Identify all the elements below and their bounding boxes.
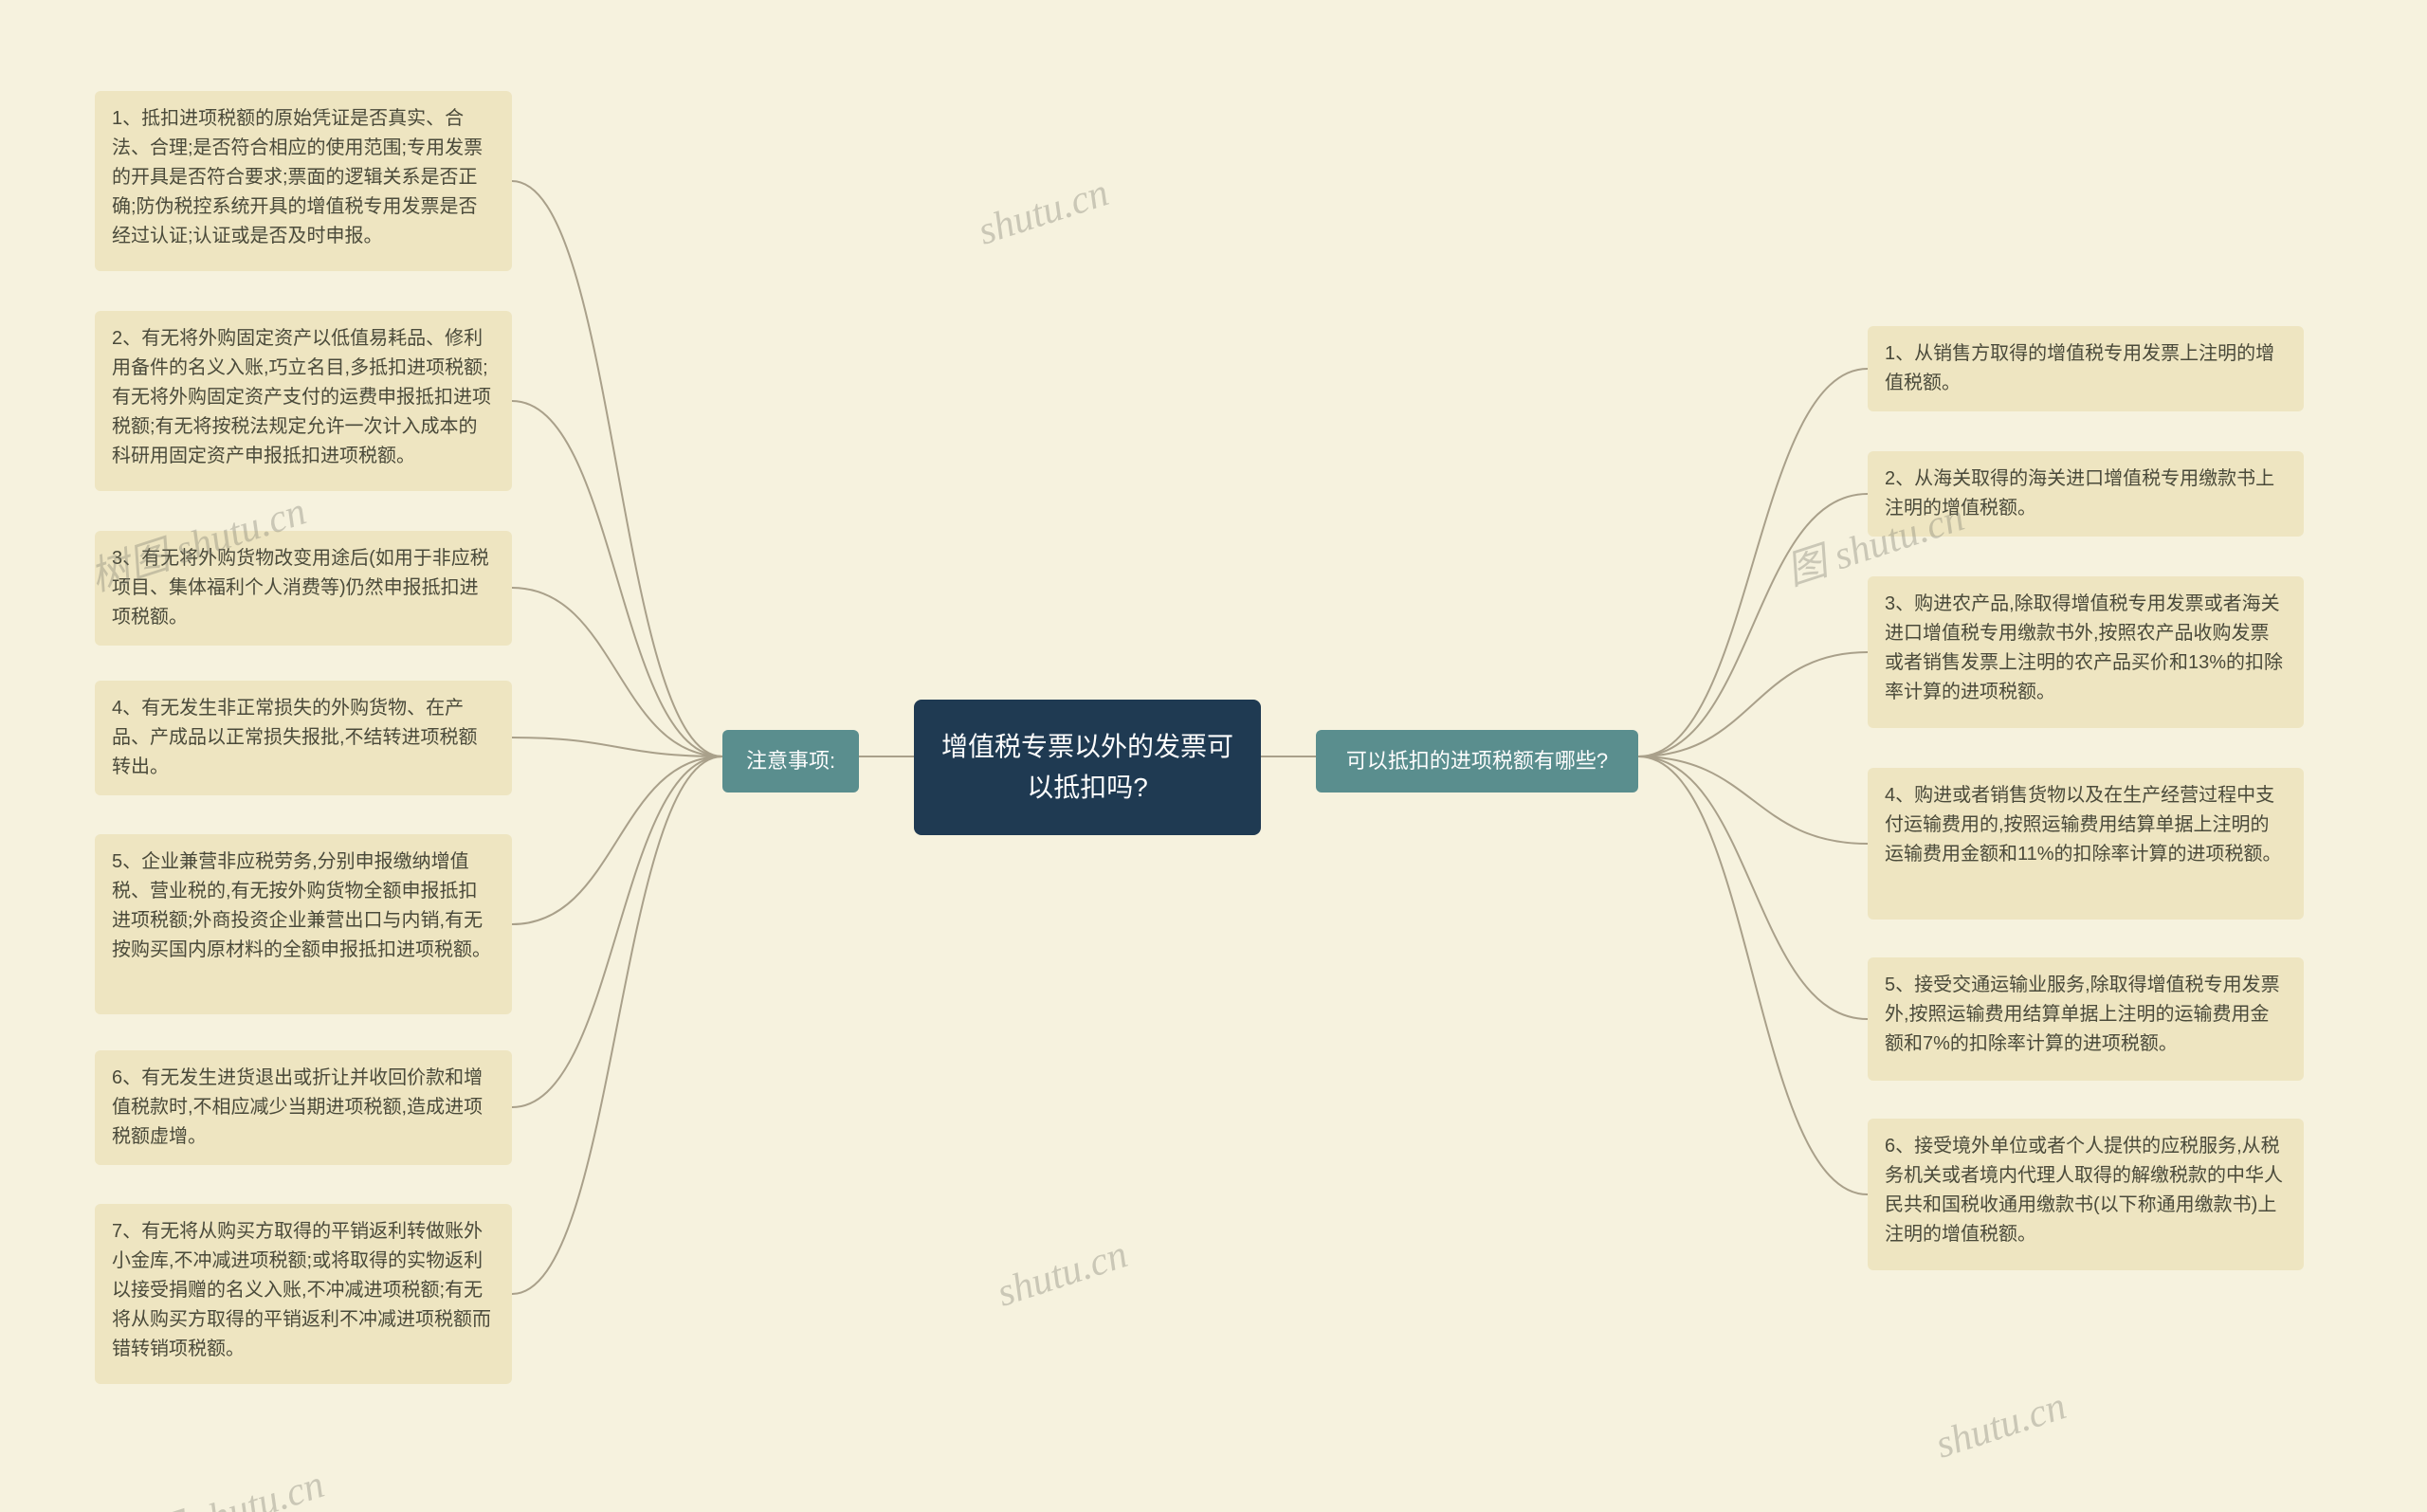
right-leaf-1: 1、从销售方取得的增值税专用发票上注明的增值税额。 xyxy=(1868,326,2304,411)
left-leaf-5: 5、企业兼营非应税劳务,分别申报缴纳增值税、营业税的,有无按外购货物全额申报抵扣… xyxy=(95,834,512,1014)
mindmap-stage: 增值税专票以外的发票可以抵扣吗? 注意事项: 可以抵扣的进项税额有哪些? 1、抵… xyxy=(0,0,2427,1512)
branch-left: 注意事项: xyxy=(722,730,859,792)
watermark-5: shutu.cn xyxy=(1930,1383,2071,1467)
watermark-2: shutu.cn xyxy=(973,170,1114,254)
left-leaf-7: 7、有无将从购买方取得的平销返利转做账外小金库,不冲减进项税额;或将取得的实物返… xyxy=(95,1204,512,1384)
watermark-4: shutu.cn xyxy=(992,1231,1133,1316)
right-leaf-4: 4、购进或者销售货物以及在生产经营过程中支付运输费用的,按照运输费用结算单据上注… xyxy=(1868,768,2304,920)
left-leaf-4: 4、有无发生非正常损失的外购货物、在产品、产成品以正常损失报批,不结转进项税额转… xyxy=(95,681,512,795)
right-leaf-6: 6、接受境外单位或者个人提供的应税服务,从税务机关或者境内代理人取得的解缴税款的… xyxy=(1868,1119,2304,1270)
right-leaf-2: 2、从海关取得的海关进口增值税专用缴款书上注明的增值税额。 xyxy=(1868,451,2304,537)
root-node: 增值税专票以外的发票可以抵扣吗? xyxy=(914,700,1261,835)
left-leaf-3: 3、有无将外购货物改变用途后(如用于非应税项目、集体福利个人消费等)仍然申报抵扣… xyxy=(95,531,512,646)
right-leaf-5: 5、接受交通运输业服务,除取得增值税专用发票外,按照运输费用结算单据上注明的运输… xyxy=(1868,957,2304,1081)
watermark-6: 图 shutu.cn xyxy=(137,1452,330,1512)
left-leaf-2: 2、有无将外购固定资产以低值易耗品、修利用备件的名义入账,巧立名目,多抵扣进项税… xyxy=(95,311,512,491)
right-leaf-3: 3、购进农产品,除取得增值税专用发票或者海关进口增值税专用缴款书外,按照农产品收… xyxy=(1868,576,2304,728)
left-leaf-6: 6、有无发生进货退出或折让并收回价款和增值税款时,不相应减少当期进项税额,造成进… xyxy=(95,1050,512,1165)
branch-right: 可以抵扣的进项税额有哪些? xyxy=(1316,730,1638,792)
left-leaf-1: 1、抵扣进项税额的原始凭证是否真实、合法、合理;是否符合相应的使用范围;专用发票… xyxy=(95,91,512,271)
